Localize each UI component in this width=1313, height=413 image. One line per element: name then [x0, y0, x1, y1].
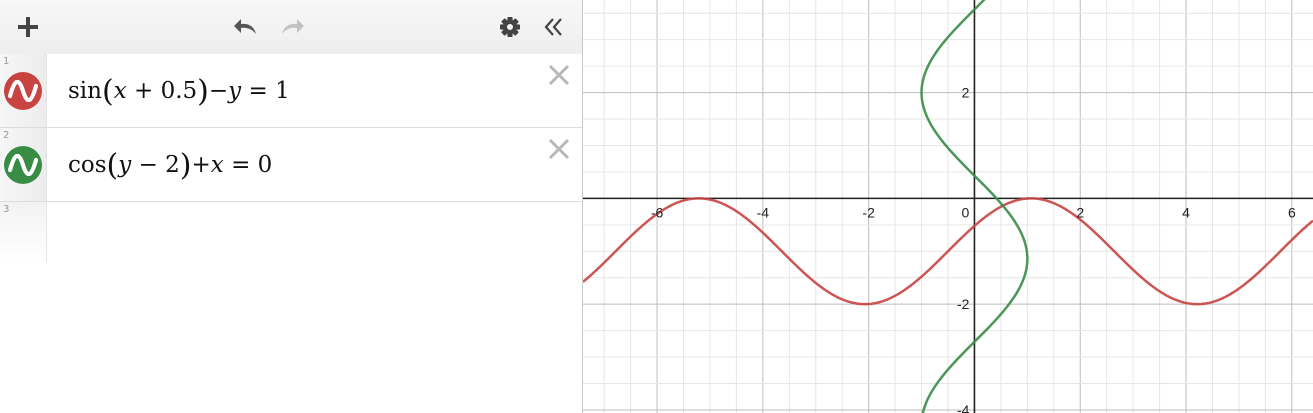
close-icon — [548, 64, 570, 86]
x-tick-label: 0 — [962, 204, 970, 220]
y-tick-label: 2 — [962, 85, 970, 101]
curve-cos — [920, 0, 1029, 413]
expression-panel: 1 sin(x + 0.5)−y = 1 2 — [0, 0, 583, 413]
color-toggle-green[interactable] — [4, 146, 42, 184]
expression-row-2[interactable]: 2 cos(y − 2)+x = 0 — [0, 128, 582, 202]
y-tick-label: -2 — [957, 296, 970, 312]
x-tick-label: 4 — [1182, 204, 1190, 220]
wave-icon — [8, 154, 38, 176]
undo-icon — [234, 19, 256, 34]
y-tick-label: -4 — [957, 402, 970, 413]
expression-gutter: 1 — [0, 54, 47, 127]
expression-gutter: 2 — [0, 128, 47, 201]
expression-index: 1 — [3, 56, 10, 67]
x-tick-label: 2 — [1076, 204, 1084, 220]
formula-term: + 0.5 — [126, 78, 198, 104]
plus-icon — [18, 17, 38, 37]
gear-icon — [500, 17, 520, 37]
formula-term: = 1 — [241, 78, 290, 104]
graph-canvas[interactable]: -6 -4 -2 0 2 4 6 2 -2 -4 — [583, 0, 1313, 413]
x-tick-label: 6 — [1288, 204, 1296, 220]
variable: x — [113, 78, 127, 104]
settings-button[interactable] — [493, 0, 527, 54]
close-icon — [548, 138, 570, 160]
variable: y — [118, 152, 132, 178]
function-name: sin — [68, 78, 102, 104]
expression-gutter: 3 — [0, 202, 47, 262]
add-item-button[interactable] — [10, 0, 46, 54]
variable: x — [210, 152, 224, 178]
x-tick-label: -6 — [651, 204, 664, 220]
collapse-panel-button[interactable] — [536, 0, 570, 54]
delete-expression-button[interactable] — [548, 138, 570, 160]
x-tick-label: -4 — [757, 204, 770, 220]
wave-icon — [8, 80, 38, 102]
x-tick-label: -2 — [862, 204, 875, 220]
operator: + — [191, 152, 211, 178]
graph-svg[interactable]: -6 -4 -2 0 2 4 6 2 -2 -4 — [583, 0, 1313, 413]
expression-toolbar — [0, 0, 582, 55]
expression-row-1[interactable]: 1 sin(x + 0.5)−y = 1 — [0, 54, 582, 128]
undo-button[interactable] — [228, 0, 264, 54]
delete-expression-button[interactable] — [548, 64, 570, 86]
redo-icon — [282, 19, 304, 34]
formula-term: − 2 — [131, 152, 180, 178]
color-toggle-red[interactable] — [4, 72, 42, 110]
formula-term: = 0 — [223, 152, 273, 178]
expression-formula[interactable]: cos(y − 2)+x = 0 — [68, 148, 273, 183]
curve-sin — [583, 197, 1313, 306]
operator: − — [208, 78, 229, 104]
expression-index: 2 — [3, 130, 10, 141]
expression-row-3[interactable]: 3 — [0, 202, 582, 262]
function-name: cos — [68, 152, 107, 178]
redo-button[interactable] — [274, 0, 310, 54]
expression-index: 3 — [3, 204, 10, 215]
expression-formula[interactable]: sin(x + 0.5)−y = 1 — [68, 74, 290, 109]
variable: y — [228, 78, 242, 104]
double-chevron-left-icon — [544, 18, 562, 36]
